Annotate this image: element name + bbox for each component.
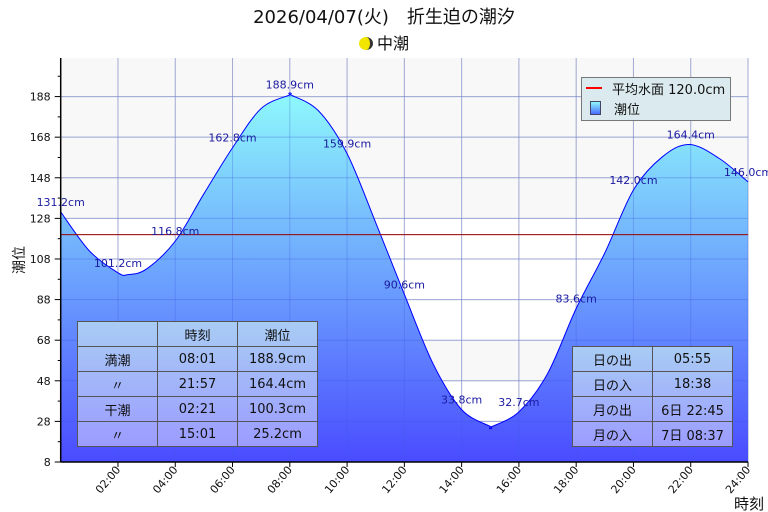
- data-label: 164.4cm: [667, 128, 715, 141]
- x-tick-label: 14:00: [437, 464, 467, 497]
- chart-title: 2026/04/07(火) 折生迫の潮汐: [253, 7, 515, 28]
- cell: 164.4cm: [237, 371, 318, 397]
- y-tick-label: 48: [37, 375, 51, 388]
- y-tick-label: 108: [30, 253, 51, 266]
- y-tick-label: 148: [30, 172, 51, 185]
- legend: 平均水面 120.0cm 潮位: [581, 77, 731, 121]
- legend-item-mean: 平均水面 120.0cm: [582, 78, 730, 98]
- cell: 02:21: [157, 396, 238, 422]
- table-row: 日の出 05:55: [572, 346, 733, 372]
- y-tick-label: 8: [44, 456, 51, 469]
- legend-item-tide: 潮位: [582, 98, 730, 118]
- cell: 日の出: [572, 346, 653, 372]
- red-line-icon: [586, 87, 602, 89]
- data-label: 188.9cm: [266, 79, 314, 92]
- tide-table: 時刻 潮位 満潮 08:01 188.9cm 〃 21:57 164.4cm 干潮 02:2…: [77, 321, 318, 447]
- y-axis-label: 潮位: [12, 246, 28, 274]
- moon-phase-icon: [358, 37, 373, 50]
- tide-type: 中潮: [0, 30, 768, 54]
- legend-label: 潮位: [614, 102, 641, 118]
- tide-type-label: 中潮: [376, 34, 409, 53]
- y-tick-label: 128: [30, 212, 51, 225]
- cell: 干潮: [77, 396, 158, 422]
- cell: 6日 22:45: [652, 396, 733, 422]
- y-tick-label: 28: [37, 415, 51, 428]
- x-tick-label: 20:00: [608, 464, 638, 497]
- data-label: 90.6cm: [384, 278, 425, 291]
- x-tick-label: 12:00: [379, 464, 409, 497]
- cell: 18:38: [652, 371, 733, 397]
- data-label: 32.7cm: [498, 396, 539, 409]
- x-tick-label: 08:00: [265, 464, 295, 497]
- cell: 25.2cm: [237, 421, 318, 447]
- cell: 〃: [77, 421, 158, 447]
- header-cell: 潮位: [237, 321, 318, 347]
- legend-label: 平均水面 120.0cm: [612, 82, 726, 98]
- y-tick-label: 68: [37, 334, 51, 347]
- cell: 月の出: [572, 396, 653, 422]
- x-axis-label: 時刻: [734, 495, 765, 512]
- cell: 188.9cm: [237, 346, 318, 372]
- table-row: 月の出 6日 22:45: [572, 396, 733, 422]
- y-tick-label: 188: [30, 91, 51, 104]
- data-label: 142.0cm: [609, 174, 657, 187]
- x-tick-label: 04:00: [150, 464, 180, 497]
- data-label: 162.8cm: [208, 132, 256, 145]
- data-label: 83.6cm: [556, 293, 597, 306]
- data-label: 101.2cm: [94, 257, 142, 270]
- y-tick-label: 168: [30, 131, 51, 144]
- cell: 日の入: [572, 371, 653, 397]
- cell: 08:01: [157, 346, 238, 372]
- x-tick-label: 10:00: [322, 464, 352, 497]
- cell: 満潮: [77, 346, 158, 372]
- cell: 7日 08:37: [652, 421, 733, 447]
- data-label: 116.8cm: [151, 225, 199, 238]
- cell: 月の入: [572, 421, 653, 447]
- table-row: 日の入 18:38: [572, 371, 733, 397]
- sun-moon-table: 日の出 05:55 日の入 18:38 月の出 6日 22:45 月の入 7日 08:3…: [572, 346, 733, 447]
- x-tick-label: 18:00: [551, 464, 581, 497]
- header-cell: 時刻: [157, 321, 238, 347]
- x-tick-label: 06:00: [207, 464, 237, 497]
- table-row: 〃 21:57 164.4cm: [77, 371, 318, 397]
- cell: 〃: [77, 371, 158, 397]
- gradient-box-icon: [590, 101, 601, 115]
- tide-line: [60, 92, 749, 430]
- x-tick-label: 24:00: [723, 464, 753, 497]
- header-cell: [77, 321, 158, 347]
- cell: 05:55: [652, 346, 733, 372]
- cell: 21:57: [157, 371, 238, 397]
- data-label: 33.8cm: [441, 394, 482, 407]
- cell: 15:01: [157, 421, 238, 447]
- cell: 100.3cm: [237, 396, 318, 422]
- table-row: 月の入 7日 08:37: [572, 421, 733, 447]
- x-tick-label: 16:00: [494, 464, 524, 497]
- x-tick-label: 22:00: [666, 464, 696, 497]
- table-row: 〃 15:01 25.2cm: [77, 421, 318, 447]
- data-label: 146.0cm: [724, 166, 768, 179]
- table-row: 満潮 08:01 188.9cm: [77, 346, 318, 372]
- y-tick-label: 88: [37, 294, 51, 307]
- data-label: 159.9cm: [323, 138, 371, 151]
- data-label: 131.2cm: [37, 196, 85, 209]
- x-tick-label: 02:00: [93, 464, 123, 497]
- table-row: 干潮 02:21 100.3cm: [77, 396, 318, 422]
